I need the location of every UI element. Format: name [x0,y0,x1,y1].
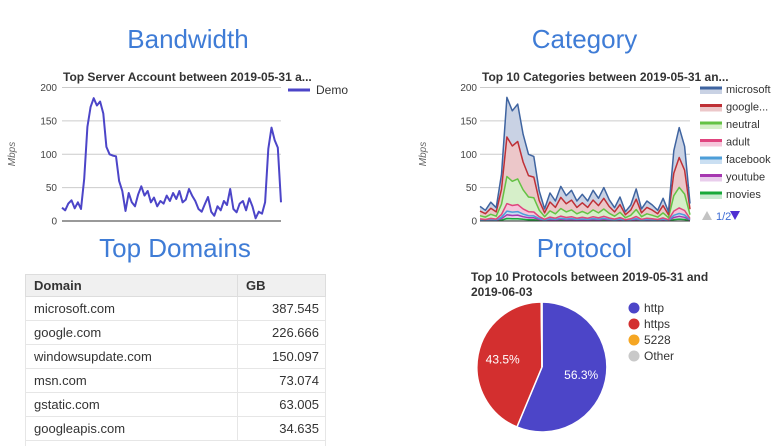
category-panel-title: Category [531,24,638,54]
pie-label-https: 43.5% [486,352,520,366]
table-row: windowsupdate.com 150.097 [25,344,326,369]
y-tick-label: 100 [460,150,477,161]
y-tick-label: 150 [40,116,57,127]
pie-slice-http [515,301,608,433]
legend-label-5228: 5228 [644,333,671,347]
area-band-neutral [480,176,690,220]
legend-dot-5228 [628,334,640,346]
legend-dot-https [628,318,640,330]
legend-swatch-facebook [700,158,722,164]
y-tick-label: 100 [40,150,57,161]
gb-cell: 63.005 [237,392,326,417]
area-line-google... [479,136,691,216]
bandwidth-panel-title: Bandwidth [127,24,249,54]
legend-swatch-movies [700,193,722,199]
legend-label-demo: Demo [316,83,348,97]
pie-slice-https [476,301,543,428]
legend-label-http: http [644,301,664,315]
gb-cell: 34.635 [237,416,326,441]
protocol-chart-title-line2: 2019-06-03 [471,285,533,299]
legend-page-down-icon[interactable] [730,211,740,220]
top-domains-panel-title: Top Domains [99,233,251,263]
table-row: microsoft.com 387.545 [25,296,326,321]
legend-label-neutral: neutral [726,119,760,131]
bandwidth-series-line [61,97,282,220]
table-row: google.com 226.666 [25,320,326,345]
legend-label-movies: movies [726,189,761,201]
table-row-partial [25,440,326,446]
gb-cell: 150.097 [237,344,326,369]
area-line-adult [479,202,691,221]
table-row: gstatic.com 63.005 [25,392,326,417]
protocol-chart-title: Top 10 Protocols between 2019-05-31 and … [471,270,708,300]
legend-page-indicator: 1/2 [716,211,731,223]
domain-cell: windowsupdate.com [25,344,238,369]
legend-swatch-microsoft [700,88,722,94]
bandwidth-chart: 0 50 100 150 200 Mbps Demo [7,83,348,228]
legend-dot-http [628,302,640,314]
y-tick-label: 0 [51,217,57,228]
domain-cell: msn.com [25,368,238,393]
legend-swatch-google... [700,105,722,112]
protocol-chart-title-line1: Top 10 Protocols between 2019-05-31 and [471,270,709,284]
gb-column-header: GB [237,274,326,297]
domain-column-header: Domain [25,274,238,297]
y-tick-label: 0 [471,217,477,228]
y-tick-label: 200 [40,83,57,94]
legend-label-youtube: youtube [726,172,765,184]
gb-cell: 226.666 [237,320,326,345]
domain-cell: googleapis.com [25,416,238,441]
protocol-chart: 56.3% 43.5% http https 5228 Other [476,301,674,433]
bandwidth-chart-title: Top Server Account between 2019-05-31 a.… [63,70,312,84]
legend-swatch-youtube [700,175,722,182]
y-tick-label: 200 [460,83,477,94]
top-domains-table: Domain GB microsoft.com 387.545 google.c… [25,274,326,446]
category-chart-title: Top 10 Categories between 2019-05-31 an.… [482,70,729,84]
domain-cell: gstatic.com [25,392,238,417]
pie-label-http: 56.3% [564,368,598,382]
legend-label-Other: Other [644,349,674,363]
y-axis-label: Mbps [418,142,429,166]
gb-cell: 73.074 [237,368,326,393]
y-tick-label: 50 [466,183,478,194]
area-line-neutral [479,175,691,219]
area-line-microsoft [479,96,691,213]
legend-swatch-adult [700,140,722,147]
legend-label-facebook: facebook [726,154,771,166]
legend-label-https: https [644,317,670,331]
legend-label-microsoft: microsoft [726,84,771,96]
category-chart: 0 50 100 150 200 Mbps microsoft google... neutra… [418,83,771,228]
legend-label-google...: google... [726,102,768,114]
partial-row-cell [25,440,326,446]
table-header-row: Domain GB [25,274,326,297]
legend-dot-Other [628,350,640,362]
table-row: googleapis.com 34.635 [25,416,326,441]
legend-label-adult: adult [726,137,750,149]
protocol-panel-title: Protocol [536,233,633,263]
y-tick-label: 50 [46,183,58,194]
legend-page-up-icon[interactable] [702,211,712,220]
domain-cell: google.com [25,320,238,345]
domain-cell: microsoft.com [25,296,238,321]
y-tick-label: 150 [460,116,477,127]
legend-swatch-neutral [700,123,722,129]
gb-cell: 387.545 [237,296,326,321]
area-band-adult [480,203,690,221]
y-axis-label: Mbps [7,142,18,166]
table-row: msn.com 73.074 [25,368,326,393]
